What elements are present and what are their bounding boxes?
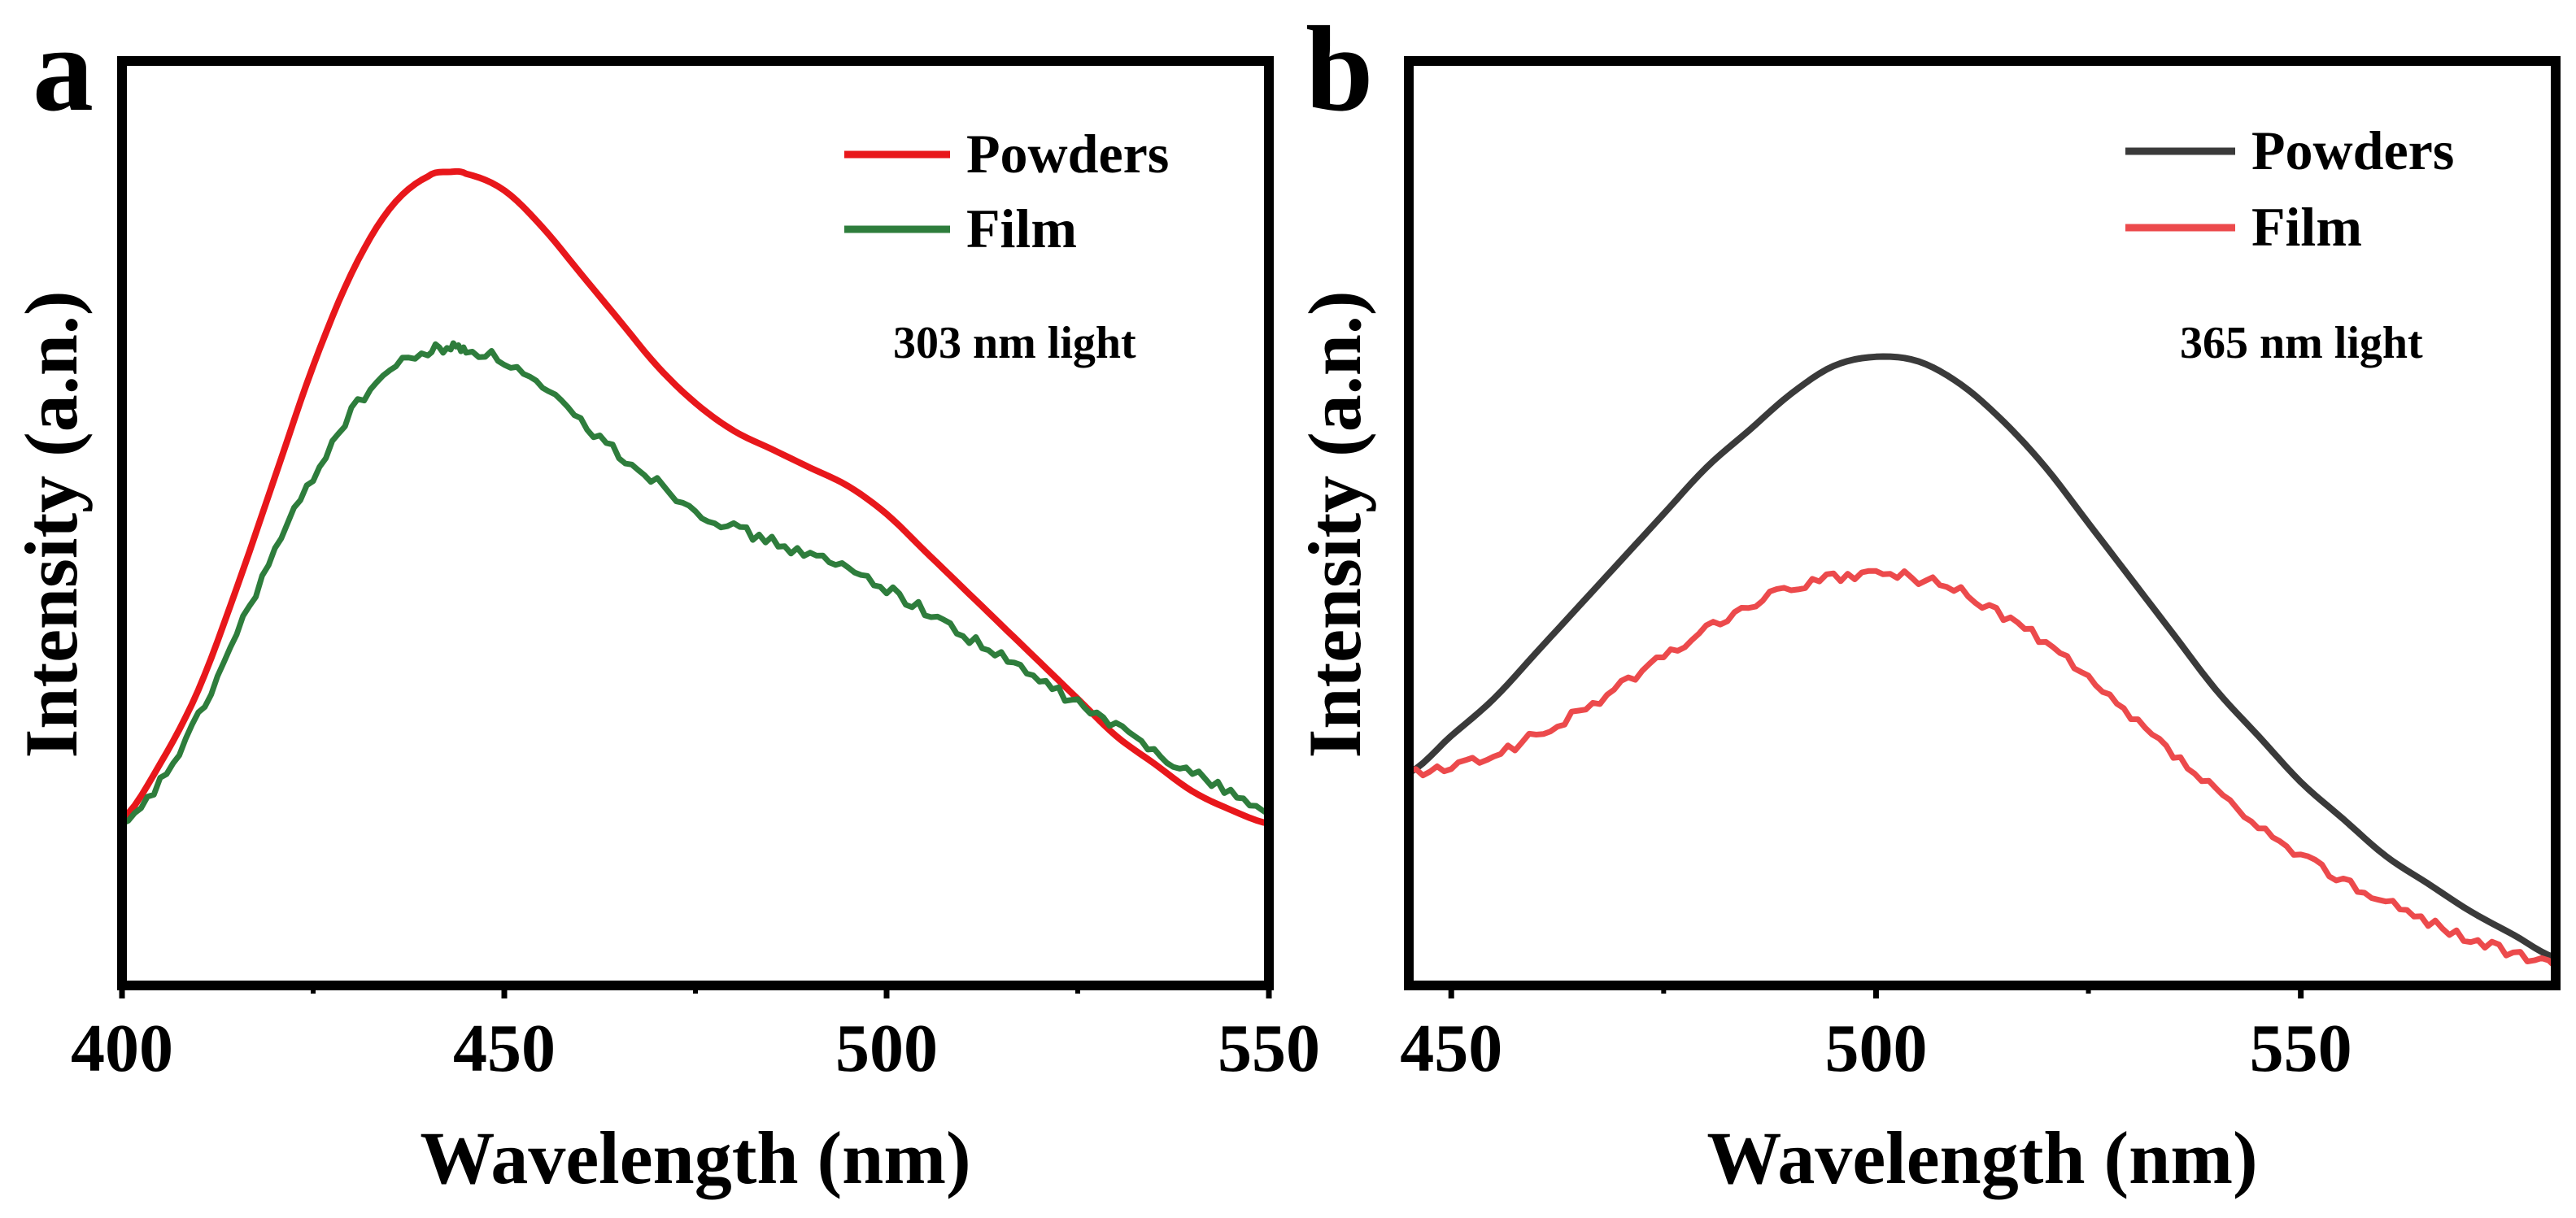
panel-b-plot-frame bbox=[1404, 56, 2561, 990]
y-axis-title: Intensity (a.n.) bbox=[10, 290, 93, 758]
series-line-film bbox=[1407, 568, 2558, 969]
legend-label-film: Film bbox=[2251, 196, 2362, 258]
x-tick-label: 450 bbox=[453, 1011, 556, 1086]
x-tick-label: 550 bbox=[2250, 1011, 2352, 1086]
panel-a-plot-frame bbox=[117, 56, 1274, 990]
x-axis-title: Wavelength (nm) bbox=[420, 1116, 970, 1199]
legend-label-powders: Powders bbox=[966, 123, 1169, 185]
panel-a-ticks: 400 450 500 550 bbox=[71, 985, 1320, 1086]
excitation-annotation: 365 nm light bbox=[2180, 318, 2423, 368]
panel-a-series bbox=[120, 167, 1271, 827]
x-tick-label: 400 bbox=[71, 1011, 173, 1086]
panel-b-ticks: 450 500 550 bbox=[1400, 985, 2352, 1086]
panel-a: a 400 450 500 550 Powders Film 303 nm light… bbox=[10, 2, 1320, 1199]
y-axis-title: Intensity (a.n.) bbox=[1293, 290, 1376, 758]
panel-b-letter: b bbox=[1305, 2, 1373, 137]
panel-b-series bbox=[1407, 353, 2558, 969]
excitation-annotation: 303 nm light bbox=[893, 318, 1136, 368]
legend-label-powders: Powders bbox=[2251, 120, 2454, 181]
x-tick-label: 550 bbox=[1218, 1011, 1320, 1086]
x-tick-label: 500 bbox=[1824, 1011, 1927, 1086]
series-line-film bbox=[120, 340, 1271, 827]
series-line-powders bbox=[120, 167, 1270, 827]
legend-label-film: Film bbox=[966, 198, 1077, 259]
x-tick-label: 450 bbox=[1400, 1011, 1502, 1086]
panel-b: b 450 500 550 Powders Film 365 nm light Wa… bbox=[1293, 2, 2561, 1199]
series-line-powders bbox=[1407, 353, 2557, 961]
panel-a-letter: a bbox=[33, 2, 94, 137]
x-axis-title: Wavelength (nm) bbox=[1706, 1116, 2257, 1199]
x-tick-label: 500 bbox=[835, 1011, 938, 1086]
